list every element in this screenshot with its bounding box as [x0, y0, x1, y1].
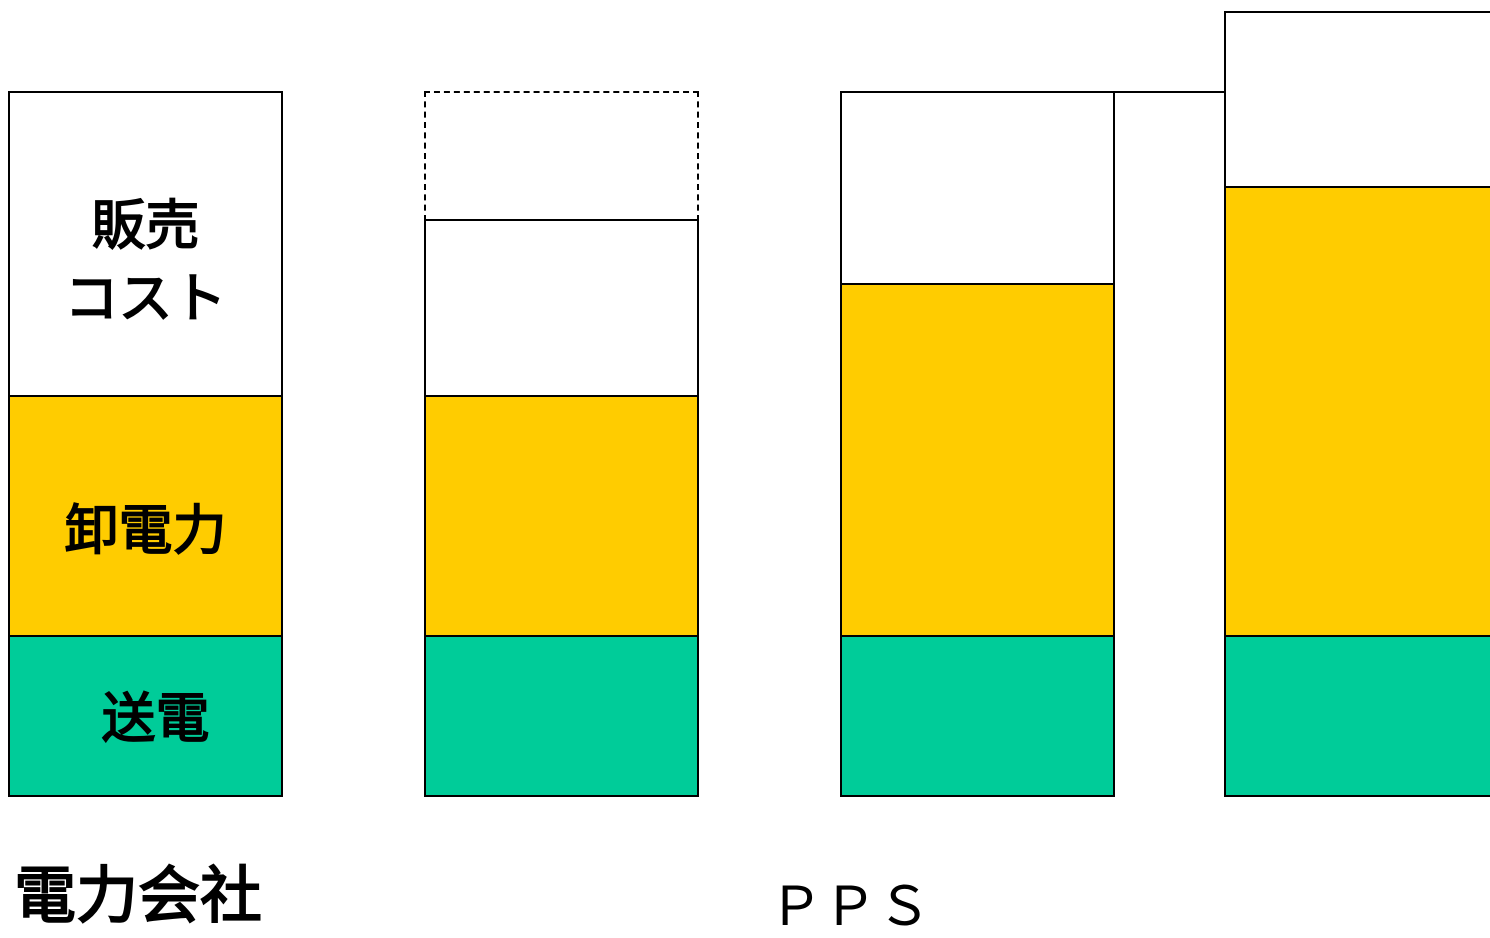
sales-cost-label-line1: 販売 [91, 194, 200, 257]
pps1-wholesale-segment [424, 395, 699, 637]
wholesale-power-label: 卸電力 [64, 499, 227, 562]
transmission-label: 送電 [101, 687, 210, 750]
utility-sales-cost-segment [8, 91, 283, 397]
pps1-sales-cost-segment [424, 219, 699, 397]
pps-caption: ＰＰＳ [769, 875, 931, 938]
sales-cost-label-line2: コスト [64, 267, 227, 330]
pps3-wholesale-segment [1224, 186, 1490, 637]
utility-transmission-segment [8, 635, 283, 797]
pps2-transmission-segment [840, 635, 1115, 797]
pps3-sales-cost-segment [1224, 11, 1490, 189]
pps-dashed-reference-box [424, 91, 699, 221]
pps2-wholesale-segment [840, 283, 1115, 637]
pps3-transmission-segment [1224, 635, 1490, 797]
pps1-transmission-segment [424, 635, 699, 797]
connector-line [1113, 91, 1275, 93]
utility-caption: 電力会社 [14, 859, 263, 932]
pps2-sales-cost-segment [840, 91, 1115, 286]
utility-wholesale-segment [8, 395, 283, 637]
